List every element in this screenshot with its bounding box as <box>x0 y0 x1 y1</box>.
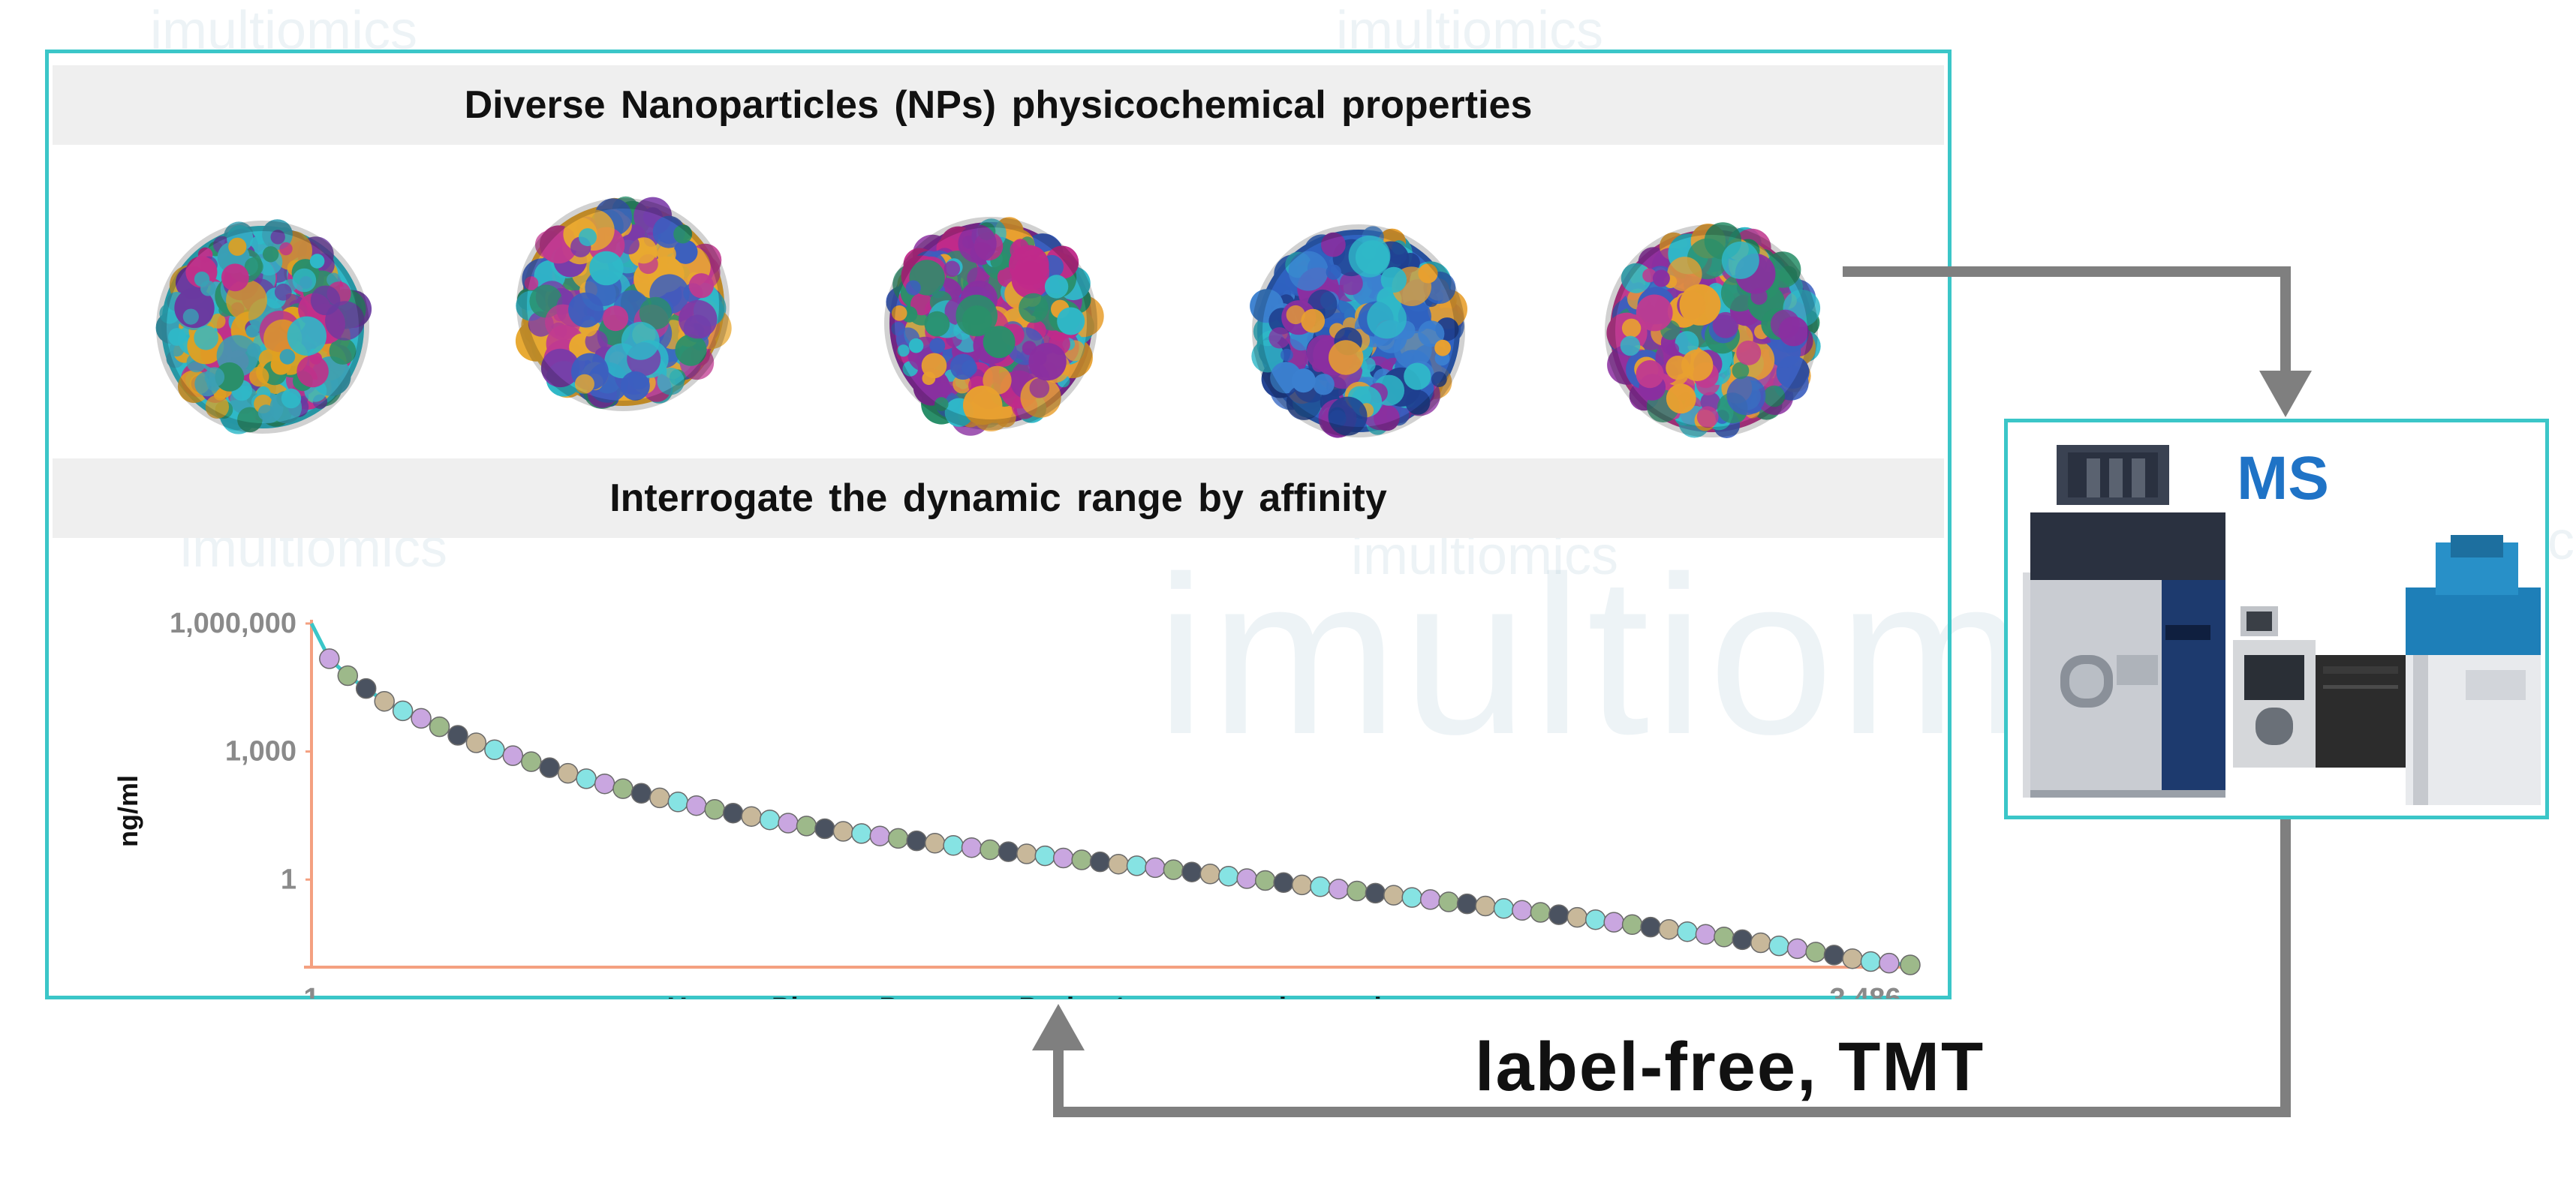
data-point <box>484 739 505 761</box>
nanoparticle-header: Diverse Nanoparticles (NPs) physicochemi… <box>53 65 1944 145</box>
chart-tick-labels: 1,000,000 1,000 1 1 3,486 <box>170 608 1901 999</box>
quantification-method-label: label-free, TMT <box>1475 1029 1985 1105</box>
nanoparticle-icon <box>884 217 1104 436</box>
nanoparticle-icon <box>155 219 372 434</box>
mass-analyzer-icon <box>2406 535 2541 805</box>
ms-panel: MS <box>2004 419 2549 819</box>
data-point <box>355 678 377 699</box>
chart-points <box>319 648 1921 975</box>
detector-icon <box>2316 655 2406 768</box>
mass-spectrometer-icon <box>2023 445 2225 798</box>
mass-spectrometer-illustration <box>2023 445 2541 805</box>
y-tick-label: 1 <box>281 864 296 895</box>
data-point <box>502 745 524 766</box>
nanoparticle-row <box>155 196 1821 438</box>
lc-module-icon <box>2233 606 2316 768</box>
data-point <box>337 665 359 687</box>
dynamic-range-header: Interrogate the dynamic range by affinit… <box>53 458 1944 538</box>
arrow-to-ms <box>1843 266 2312 417</box>
x-axis-label: Human Plasma Proteome Project¹ concentra… <box>667 993 1391 999</box>
data-point <box>1900 954 1921 975</box>
ms-label: MS <box>2237 444 2329 512</box>
dynamic-range-chart: 1,000,000 1,000 1 1 3,486 ng/ml Human Plasma… <box>113 608 1921 999</box>
y-tick-label: 1,000 <box>225 736 296 768</box>
data-point <box>447 725 468 746</box>
nanoparticle-icon <box>1250 224 1467 438</box>
nanoparticle-icon <box>1605 222 1821 438</box>
data-point <box>521 751 542 772</box>
data-point <box>392 700 414 722</box>
chart-axes <box>304 620 1910 969</box>
nanoparticle-panel: Diverse Nanoparticles (NPs) physicochemi… <box>45 50 1952 999</box>
data-point <box>465 732 487 753</box>
data-point <box>319 648 340 669</box>
data-point <box>411 708 432 729</box>
data-point <box>429 716 450 738</box>
x-tick-label: 1 <box>303 983 319 999</box>
y-tick-label: 1,000,000 <box>170 608 296 639</box>
x-tick-label: 3,486 <box>1829 983 1900 999</box>
data-point <box>374 690 395 712</box>
y-axis-label: ng/ml <box>113 775 143 847</box>
arrow-back-to-chart <box>1032 819 2291 1117</box>
nanoparticle-icon <box>515 196 732 411</box>
data-point <box>1879 952 1900 974</box>
